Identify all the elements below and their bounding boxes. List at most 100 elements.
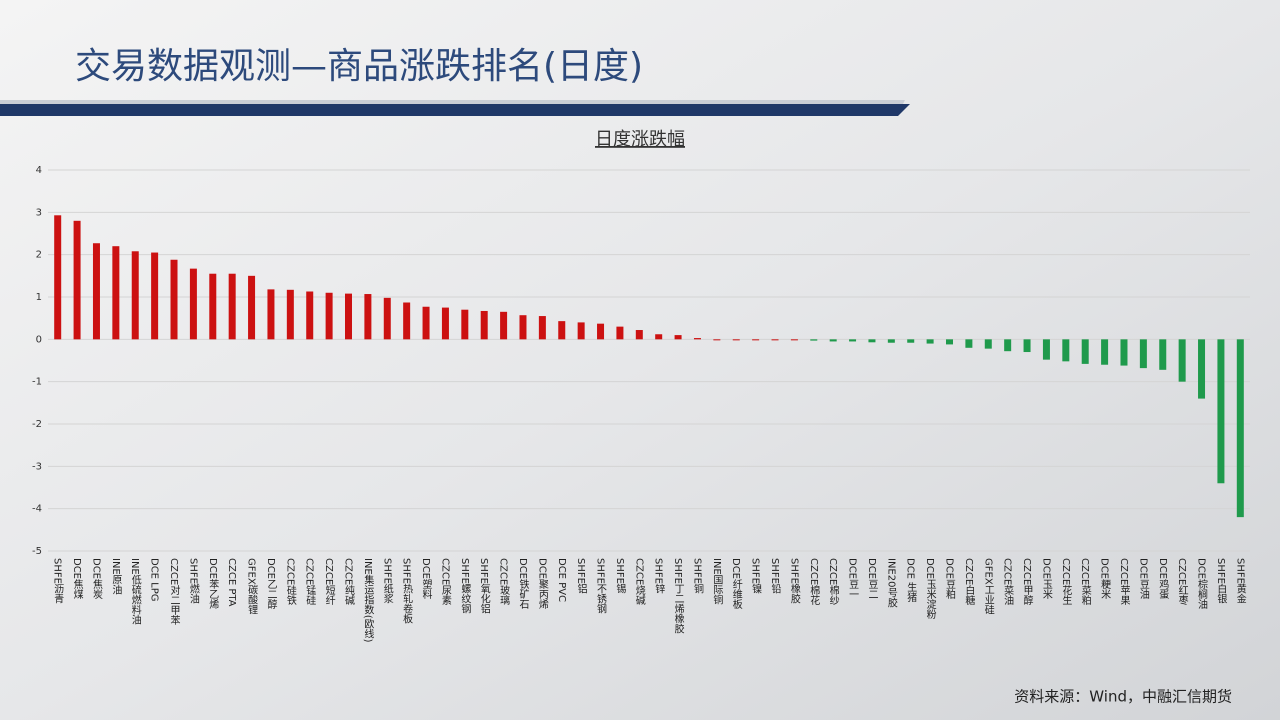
bar [558, 321, 566, 340]
chart-title: 日度涨跌幅 [595, 129, 685, 150]
bar [674, 335, 682, 340]
bar [1062, 339, 1070, 362]
x-tick-label: SHFE丁二烯橡胶 [672, 558, 684, 635]
bar [383, 297, 391, 340]
bar [345, 293, 352, 340]
x-tick-label: INE集运指数(欧线) [362, 558, 374, 643]
y-tick-label: -5 [32, 546, 42, 557]
x-tick-label: CZCE对二甲苯 [168, 558, 180, 625]
bar [538, 316, 546, 340]
y-tick-label: 3 [36, 207, 42, 218]
bar [577, 322, 585, 340]
x-tick-label: SHFE不锈钢 [595, 558, 607, 615]
x-tick-label: SHFE铝 [575, 558, 587, 595]
bar [965, 339, 973, 348]
bar [422, 306, 430, 340]
x-tick-label: SHFE沥青 [52, 558, 64, 605]
bar [1042, 339, 1050, 360]
x-tick-label: CZCE棉花 [808, 558, 820, 605]
bar [868, 339, 876, 343]
x-tick-label: DCE焦煤 [71, 558, 83, 600]
x-tick-label: SHFE锌 [653, 558, 665, 595]
x-tick-label: DCE塑料 [420, 558, 432, 600]
x-tick-label: CZCE尿素 [439, 558, 451, 605]
bar [810, 339, 818, 341]
x-tick-label: DCE豆一 [847, 558, 859, 599]
y-tick-label: 2 [36, 250, 42, 261]
bar [1178, 339, 1186, 382]
bar [228, 273, 236, 340]
bar [1198, 339, 1206, 399]
bar [752, 339, 760, 341]
x-tick-label: CZCE硅铁 [284, 558, 296, 606]
bar [946, 339, 953, 345]
x-tick-label: DCE聚丙烯 [536, 558, 548, 610]
bar [364, 294, 372, 340]
bar [403, 302, 411, 340]
x-tick-label: DCE焦炭 [90, 558, 102, 600]
bar [112, 246, 120, 340]
bar [790, 339, 798, 341]
bar [693, 338, 701, 340]
y-tick-label: 1 [36, 292, 42, 303]
x-tick-label: SHFE氧化铝 [478, 558, 490, 615]
bar [655, 334, 663, 340]
slide-title: 交易数据观测—商品涨跌排名(日度) [75, 46, 643, 87]
x-tick-label: CZCE菜粕 [1079, 558, 1091, 606]
x-tick-label: CZCE玻璃 [498, 558, 510, 606]
bar [1236, 339, 1244, 518]
y-tick-label: -4 [32, 504, 42, 515]
bar [713, 339, 721, 341]
bar [635, 330, 643, 340]
x-tick-label: SHFE纸浆 [381, 558, 393, 604]
x-tick-label: SHFE热轧卷板 [401, 558, 413, 625]
x-tick-label: SHFE铅 [769, 558, 781, 595]
bar [984, 339, 992, 349]
bar [267, 289, 275, 340]
bar [597, 323, 605, 340]
x-tick-label: DCE粳米 [1099, 558, 1111, 600]
x-tick-label: INE低硫燃料油 [129, 558, 141, 625]
header-band [0, 104, 910, 116]
bar [170, 259, 178, 340]
x-tick-label: DCE PVC [556, 558, 567, 602]
bar [616, 326, 624, 340]
x-tick-label: DCE豆二 [866, 558, 878, 599]
bar [1217, 339, 1225, 484]
bar [151, 252, 159, 340]
bar [189, 268, 197, 340]
x-tick-label: DCE鸡蛋 [1157, 558, 1169, 600]
x-tick-label: DCE豆粕 [944, 558, 956, 600]
bar [306, 291, 314, 340]
x-tick-label: DCE铁矿石 [517, 558, 529, 609]
source-note: 资料来源：Wind，中融汇信期货 [1014, 688, 1232, 706]
bar [519, 315, 527, 340]
x-tick-label: CZCE花生 [1060, 558, 1072, 605]
bar [92, 243, 100, 340]
bar [732, 339, 740, 341]
bar [1120, 339, 1128, 366]
y-tick-label: -1 [32, 377, 42, 388]
bar [54, 215, 62, 340]
x-tick-label: CZCE锰硅 [304, 558, 316, 605]
x-tick-label: CZCE烧碱 [633, 558, 645, 606]
header-band-light [0, 100, 905, 104]
x-tick-label: SHFE白银 [1215, 558, 1227, 605]
x-tick-label: CZCE PTA [226, 558, 237, 607]
bar [887, 339, 895, 343]
x-tick-label: DCE乙二醇 [265, 558, 277, 610]
x-tick-label: DCE苯乙烯 [207, 558, 219, 610]
bar [248, 275, 256, 340]
x-tick-label: DCE玉米淀粉 [924, 558, 936, 620]
x-tick-label: DCE纤维板 [730, 558, 742, 610]
x-tick-label: DCE LPG [149, 558, 160, 602]
bar [1004, 339, 1012, 352]
x-tick-label: SHFE螺纹钢 [459, 558, 471, 615]
x-tick-label: SHFE橡胶 [788, 558, 800, 605]
x-tick-label: SHFE燃油 [187, 558, 199, 604]
x-tick-label: INE20号胶 [885, 558, 897, 608]
bar [1159, 339, 1167, 370]
x-tick-label: CZCE苹果 [1118, 558, 1130, 606]
x-tick-label: CZCE短纤 [323, 558, 335, 606]
